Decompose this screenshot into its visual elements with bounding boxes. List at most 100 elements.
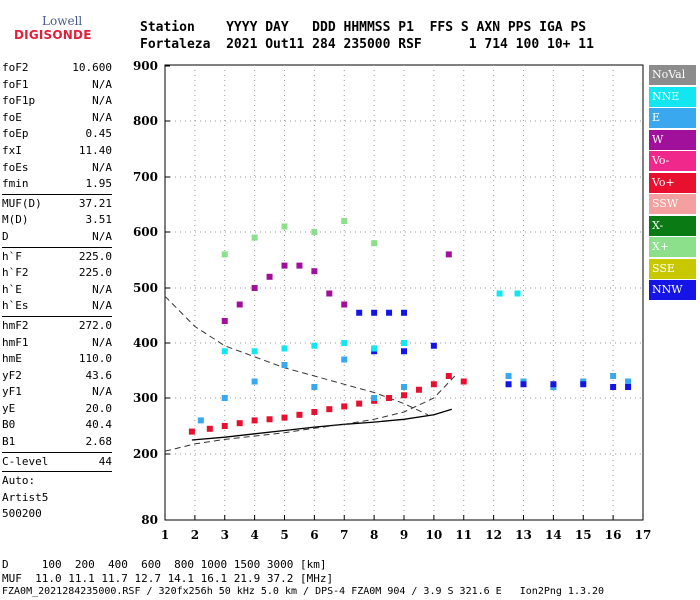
- legend-item-noval: NoVal: [649, 65, 696, 85]
- param-key: Artist5: [2, 490, 49, 504]
- legend-item-e: E: [649, 108, 696, 128]
- param-row: yF2 43.6: [2, 368, 112, 385]
- echo-point-vo-: [221, 423, 228, 429]
- virtual-height-distance-row: D 100 200 400 600 800 1000 1500 3000 [km…: [2, 558, 327, 571]
- echo-point-e: [251, 378, 258, 385]
- param-row: C-level 44: [2, 454, 112, 471]
- y-tick-label: 400: [133, 336, 158, 350]
- x-tick-label: 17: [635, 528, 652, 542]
- scaled-parameters-panel: foF2 10.600 foF1 N/A foF1p N/A foE N/A foEp 0.45 f…: [2, 60, 112, 523]
- y-tick-label: 80: [141, 513, 158, 527]
- param-value: 272.0: [78, 318, 112, 332]
- x-tick-label: 1: [161, 528, 169, 542]
- echo-point-nnw: [505, 381, 512, 388]
- param-key: fmin: [2, 177, 29, 191]
- param-key: hmE: [2, 352, 22, 366]
- param-row: foF1 N/A: [2, 77, 112, 94]
- param-value: N/A: [92, 160, 112, 174]
- echo-point-w: [326, 290, 333, 297]
- param-row: yF1 N/A: [2, 384, 112, 401]
- echo-point-vo-: [445, 373, 452, 379]
- legend-item-vo-: Vo+: [649, 172, 696, 193]
- param-row: h`F2 225.0: [2, 265, 112, 282]
- param-row: foF1p N/A: [2, 93, 112, 110]
- param-row: hmE 110.0: [2, 351, 112, 368]
- echo-point-e: [505, 373, 512, 379]
- echo-point-vo-: [251, 417, 258, 424]
- param-value: 225.0: [78, 249, 112, 263]
- echo-point-e: [341, 356, 348, 363]
- echo-point-w: [281, 262, 288, 269]
- param-key: h`F: [2, 249, 22, 263]
- echo-point-vo-: [460, 378, 467, 385]
- param-row: foEs N/A: [2, 160, 112, 177]
- param-value: N/A: [92, 77, 112, 91]
- echo-point-nnw: [550, 381, 557, 388]
- echo-point-w: [341, 301, 348, 308]
- echo-point-nne: [311, 342, 318, 349]
- echo-point-nnw: [580, 381, 587, 388]
- echo-point-vo-: [415, 386, 422, 393]
- param-key: D: [2, 229, 9, 243]
- legend-item-x-: X+: [649, 237, 696, 257]
- param-row: B0 40.4: [2, 417, 112, 434]
- param-value: N/A: [92, 94, 112, 108]
- x-tick-label: 11: [455, 528, 472, 542]
- echo-point-nnw: [401, 309, 407, 316]
- echo-point-e: [401, 384, 407, 390]
- y-tick-label: 500: [133, 281, 158, 295]
- x-tick-label: 10: [426, 528, 443, 542]
- param-key: yE: [2, 401, 16, 415]
- echo-point-x-: [221, 251, 228, 258]
- param-key: MUF(D): [2, 196, 42, 210]
- param-row: M(D) 3.51: [2, 212, 112, 229]
- echo-point-x-: [341, 218, 348, 224]
- x-tick-label: 13: [515, 528, 532, 542]
- param-separator: [2, 471, 112, 473]
- echo-point-vo-: [206, 425, 213, 432]
- echo-point-w: [296, 262, 303, 269]
- echo-point-x-: [251, 234, 258, 241]
- y-tick-label: 900: [133, 59, 158, 73]
- header-line-1: Station YYYY DAY DDD HHMMSS P1 FFS S AXN…: [140, 20, 587, 35]
- param-row: h`E N/A: [2, 282, 112, 299]
- echo-point-vo-: [356, 400, 363, 407]
- x-tick-label: 5: [280, 528, 288, 542]
- plot-frame: [164, 64, 644, 521]
- echo-point-w: [221, 318, 228, 324]
- echo-point-x-: [311, 229, 318, 235]
- param-row: fmin 1.95: [2, 176, 112, 193]
- param-row: Auto:: [2, 473, 112, 490]
- param-row: foEp 0.45: [2, 126, 112, 143]
- param-key: 500200: [2, 507, 42, 521]
- legend-item-ssw: SSW: [649, 194, 696, 214]
- param-row: Artist5: [2, 490, 112, 507]
- echo-point-w: [251, 285, 258, 291]
- param-value: 225.0: [78, 266, 112, 280]
- echo-point-nne: [341, 340, 348, 346]
- echo-point-w: [236, 301, 243, 308]
- param-value: 20.0: [85, 401, 113, 415]
- echo-point-vo-: [326, 406, 333, 413]
- echo-point-vo-: [386, 395, 393, 401]
- param-key: C-level: [2, 454, 49, 468]
- x-tick-label: 2: [191, 528, 199, 542]
- x-tick-label: 16: [605, 528, 622, 542]
- y-tick-label: 200: [133, 447, 158, 461]
- param-value: 0.45: [85, 127, 113, 141]
- echo-point-nne: [514, 290, 521, 297]
- echo-point-e: [197, 417, 204, 424]
- echo-point-w: [445, 251, 452, 258]
- param-key: foF2: [2, 61, 29, 74]
- echo-point-w: [311, 268, 318, 275]
- legend-item-sse: SSE: [649, 258, 696, 279]
- param-key: foE: [2, 110, 22, 124]
- param-value: N/A: [92, 282, 112, 296]
- echo-point-vo-: [296, 411, 303, 418]
- echo-point-nnw: [520, 381, 527, 388]
- x-tick-label: 3: [221, 528, 229, 542]
- x-tick-label: 8: [370, 528, 378, 542]
- echo-point-nnw: [401, 348, 407, 355]
- x-tick-label: 15: [575, 528, 592, 542]
- echo-point-vo-: [401, 392, 407, 399]
